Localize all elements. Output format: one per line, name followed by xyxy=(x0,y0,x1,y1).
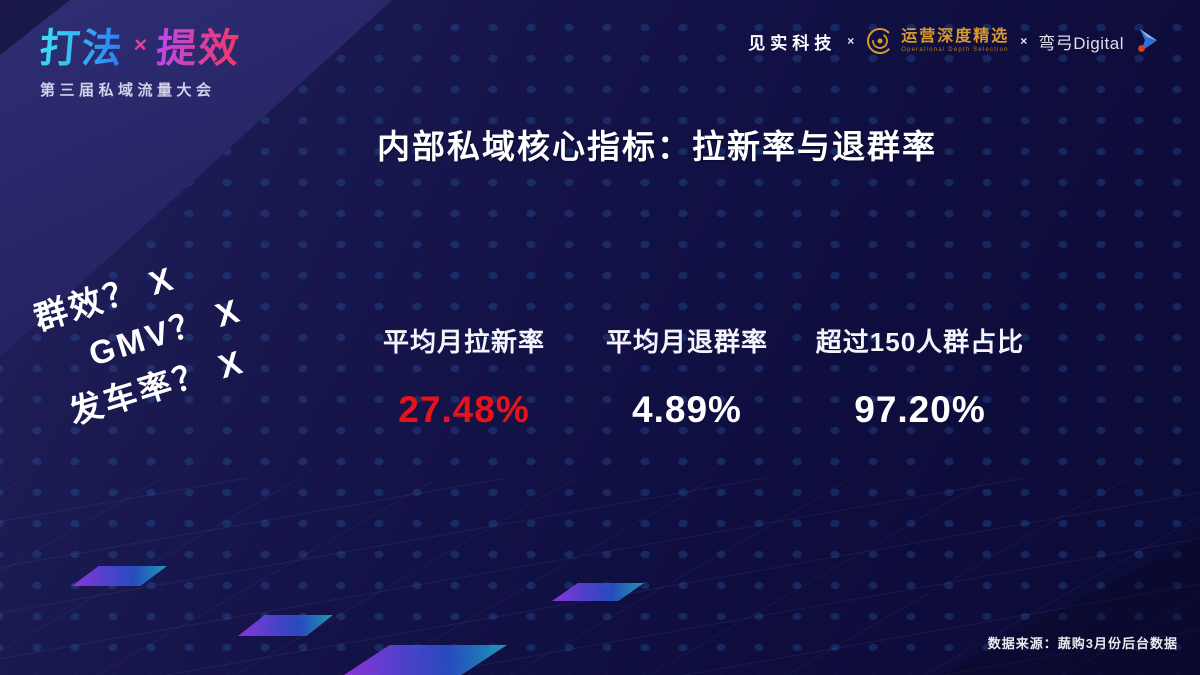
wangong-arrow-icon xyxy=(1138,28,1157,52)
conference-logo: 打法 × 提效 第三届私域流量大会 xyxy=(37,16,243,100)
multiply-icon: × xyxy=(1020,34,1028,48)
brand-word-tixiao: 提效 xyxy=(154,16,243,74)
page-title: 内部私域核心指标：拉新率与退群率 xyxy=(377,128,937,165)
wangong-logo-text: 弯弓Digital xyxy=(1038,33,1124,53)
brand-word-dafa: 打法 xyxy=(37,16,126,74)
jianshi-logo-text: 见实科技 xyxy=(748,33,837,53)
gradient-parallelogram xyxy=(238,615,333,636)
metric-value-highlight: 27.48% xyxy=(398,389,530,430)
gradient-parallelogram xyxy=(72,566,167,586)
conference-subtitle: 第三届私域流量大会 xyxy=(40,82,216,99)
multiply-icon: × xyxy=(847,34,855,48)
bottom-grid-lines xyxy=(0,478,1200,675)
gradient-parallelogram xyxy=(552,583,644,601)
brand-x-icon: × xyxy=(132,32,148,57)
data-source-note: 数据来源：蔬购3月份后台数据 xyxy=(987,636,1178,651)
metric-new-member-rate: 平均月拉新率 27.48% xyxy=(383,322,545,431)
metric-label: 平均月拉新率 xyxy=(382,327,546,357)
metric-over-150-groups: 超过150人群占比 97.20% xyxy=(816,322,1024,431)
yunying-ring-icon xyxy=(867,28,894,54)
metric-label: 超过150人群占比 xyxy=(815,327,1025,357)
metric-value: 97.20% xyxy=(854,389,986,430)
partner-logos: 见实科技 × 运营深度精选 Operational Depth Selectio… xyxy=(748,26,1160,56)
metric-value: 4.89% xyxy=(632,389,742,430)
yunying-logo-text: 运营深度精选 xyxy=(901,28,1010,45)
metric-quit-group-rate: 平均月退群率 4.89% xyxy=(606,322,768,431)
yunying-logo-subtext: Operational Depth Selection xyxy=(901,47,1009,53)
metric-label: 平均月退群率 xyxy=(605,327,769,357)
yunying-logo: 运营深度精选 Operational Depth Selection xyxy=(865,26,1009,56)
